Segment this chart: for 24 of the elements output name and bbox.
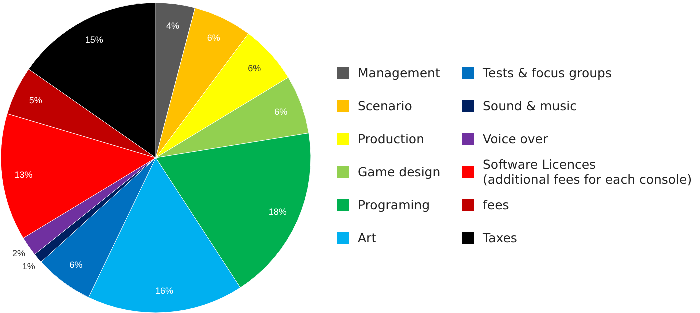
- data-label: 15%: [85, 34, 104, 45]
- data-label: 1%: [22, 261, 36, 272]
- legend-label: Production: [358, 131, 425, 146]
- legend-label: Art: [358, 230, 377, 246]
- legend-label: fees: [483, 197, 510, 212]
- legend-label: Game design: [358, 164, 441, 180]
- data-label: 6%: [70, 260, 83, 270]
- data-label: 6%: [207, 33, 220, 44]
- data-label: 16%: [156, 286, 174, 296]
- legend-label: Programing: [358, 197, 430, 212]
- legend-label: Tests & focus groups: [482, 65, 612, 80]
- legend-label: Management: [358, 65, 440, 80]
- data-label: 6%: [248, 64, 262, 74]
- legend-label: Sound & music: [483, 98, 578, 114]
- data-label: 6%: [274, 107, 288, 118]
- legend-label: Taxes: [482, 230, 518, 246]
- data-label: 13%: [14, 170, 33, 180]
- legend-label: Software Licences (additional fees for each console): [483, 156, 692, 187]
- data-label: 18%: [268, 207, 287, 218]
- legend-label: Scenario: [358, 98, 412, 114]
- data-label: 5%: [29, 95, 42, 106]
- legend-label: Voice over: [483, 131, 549, 146]
- data-label: 4%: [166, 20, 180, 31]
- data-label: 2%: [12, 248, 26, 259]
